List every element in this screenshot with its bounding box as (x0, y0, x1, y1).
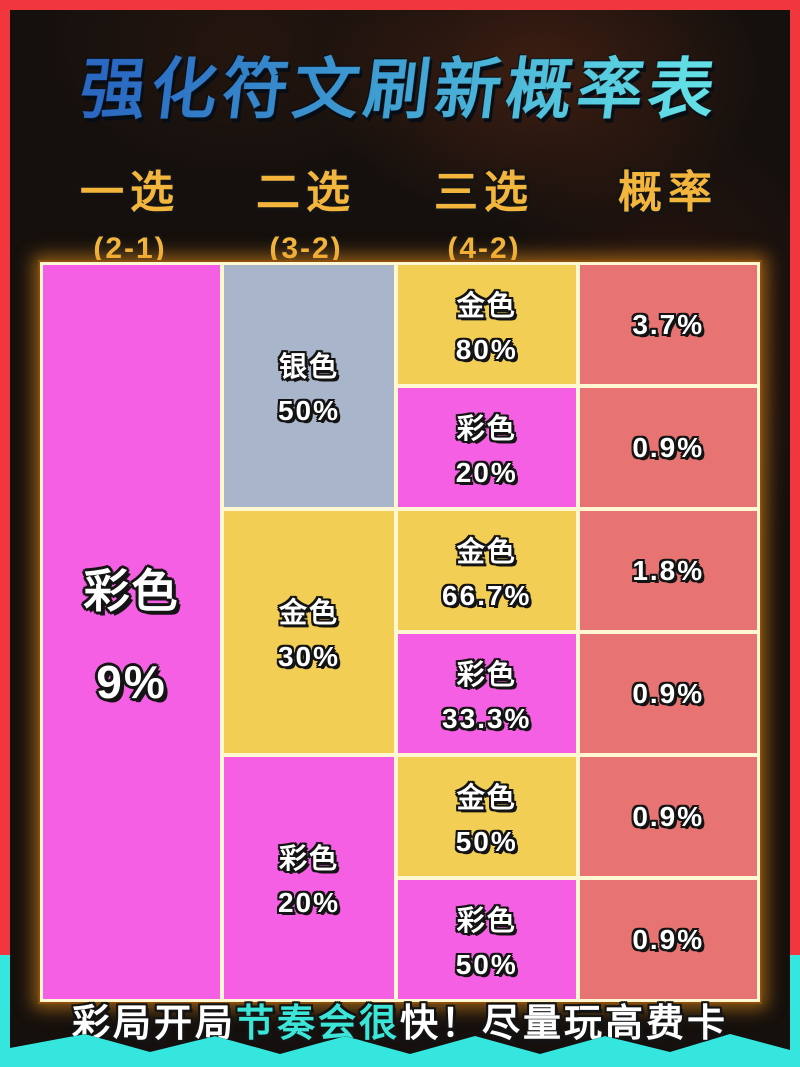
cell-third-prismatic-50-name: 彩色 (456, 904, 517, 936)
cell-third-gold-50: 金色 50% (398, 757, 576, 876)
cell-third-gold-80: 金色 80% (398, 265, 576, 384)
footer-tip: 彩局开局节奏会很快！尽量玩高费卡 (10, 992, 790, 1047)
cell-prob-2-value: 0.9% (632, 431, 705, 463)
cell-second-gold: 金色 30% (224, 511, 394, 753)
cell-second-silver-name: 银色 (278, 351, 339, 382)
cell-first-prismatic: 彩色 9% (43, 265, 220, 999)
cell-second-gold-pct: 30% (277, 641, 341, 672)
probability-table: 彩色 9% 银色 50% 金色 30% 彩色 20% 金色 80% 彩色 20%… (40, 262, 760, 1002)
cell-third-gold-50-pct: 50% (455, 825, 518, 857)
cell-second-prismatic-pct: 20% (277, 887, 341, 918)
cell-third-prismatic-33-name: 彩色 (456, 658, 517, 690)
cell-third-gold-80-pct: 80% (455, 333, 518, 365)
header-second-pick: 二选 (3-2) (220, 156, 392, 266)
cell-second-silver-pct: 50% (277, 395, 341, 426)
cell-first-prismatic-name: 彩色 (83, 565, 180, 617)
footer-tip-highlight: 节奏会很 (235, 1003, 400, 1045)
cell-third-gold-80-name: 金色 (456, 289, 517, 321)
cell-prob-1: 3.7% (579, 265, 757, 384)
cell-prob-4-value: 0.9% (632, 677, 705, 709)
cell-third-gold-66: 金色 66.7% (398, 511, 576, 630)
cell-second-gold-name: 金色 (278, 597, 339, 628)
page-title-wrap: 强化符文刷新概率表 (10, 36, 790, 132)
header-second-pick-stage: (3-2) (269, 232, 343, 265)
cell-second-silver: 银色 50% (224, 265, 394, 507)
header-first-pick-stage: (2-1) (93, 232, 167, 265)
cell-third-prismatic-33: 彩色 33.3% (398, 634, 576, 753)
cell-prob-5-value: 0.9% (632, 800, 705, 832)
cell-third-prismatic-50-pct: 50% (455, 948, 518, 980)
cell-third-prismatic-50: 彩色 50% (398, 880, 576, 999)
cell-third-prismatic-20-pct: 20% (455, 456, 518, 488)
header-probability: 概率 (576, 156, 760, 266)
cell-prob-1-value: 3.7% (632, 308, 705, 340)
cell-third-gold-66-name: 金色 (456, 535, 517, 567)
cell-first-prismatic-pct: 9% (96, 656, 167, 708)
cell-third-prismatic-33-pct: 33.3% (442, 702, 532, 734)
header-second-pick-label: 二选 (256, 168, 356, 217)
header-probability-label: 概率 (618, 168, 718, 217)
cell-third-prismatic-20-name: 彩色 (456, 412, 517, 444)
cell-third-gold-50-name: 金色 (456, 781, 517, 813)
cell-prob-5: 0.9% (579, 757, 757, 876)
page-title: 强化符文刷新概率表 (75, 36, 726, 132)
header-first-pick: 一选 (2-1) (40, 156, 220, 266)
cell-second-prismatic-name: 彩色 (278, 843, 339, 874)
cell-third-gold-66-pct: 66.7% (442, 579, 532, 611)
header-third-pick-stage: (4-2) (447, 232, 521, 265)
cell-prob-6-value: 0.9% (632, 923, 705, 955)
cell-prob-3-value: 1.8% (632, 554, 705, 586)
cell-second-prismatic: 彩色 20% (224, 757, 394, 999)
content-background: 强化符文刷新概率表 一选 (2-1) 二选 (3-2) 三选 (4-2) 概率 … (10, 10, 790, 1054)
header-third-pick-label: 三选 (434, 168, 534, 217)
footer-tip-part1: 彩局开局 (71, 1003, 236, 1045)
cell-prob-4: 0.9% (579, 634, 757, 753)
header-third-pick: 三选 (4-2) (392, 156, 576, 266)
cell-prob-2: 0.9% (579, 388, 757, 507)
footer-tip-part3: 快！尽量玩高费卡 (400, 1003, 729, 1045)
column-headers: 一选 (2-1) 二选 (3-2) 三选 (4-2) 概率 (40, 156, 760, 266)
cell-third-prismatic-20: 彩色 20% (398, 388, 576, 507)
cell-prob-3: 1.8% (579, 511, 757, 630)
header-first-pick-label: 一选 (80, 168, 180, 217)
cell-prob-6: 0.9% (579, 880, 757, 999)
